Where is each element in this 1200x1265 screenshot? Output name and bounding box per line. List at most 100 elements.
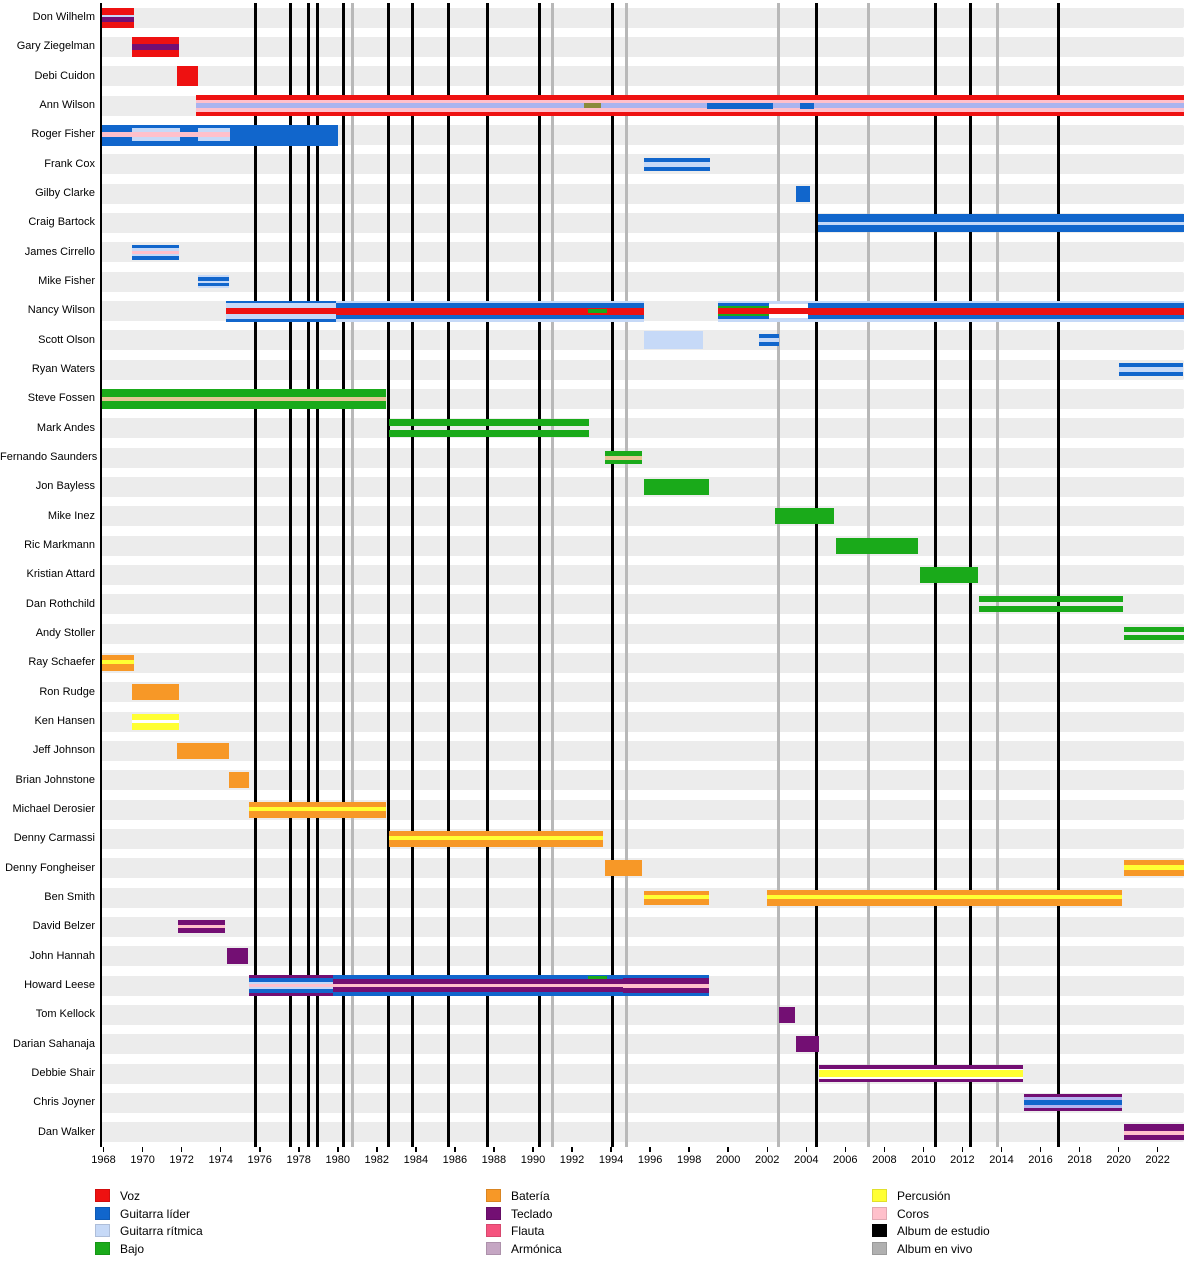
bar-layer	[808, 307, 1184, 315]
bar-layer	[706, 102, 774, 109]
axis-tick	[649, 1146, 651, 1152]
legend-label: Coros	[897, 1206, 930, 1221]
row-label: Nancy Wilson	[27, 304, 95, 317]
axis-tick	[1000, 1146, 1003, 1152]
axis-tick	[1156, 1146, 1159, 1152]
row-strip	[101, 418, 1184, 439]
bar-layer	[769, 300, 809, 304]
bar-layer	[644, 157, 710, 162]
member-bar	[176, 66, 199, 87]
bar-layer	[1023, 1105, 1123, 1109]
album-line-studio	[446, 3, 450, 1147]
member-bar	[226, 948, 248, 965]
member-bar	[818, 214, 1184, 232]
album-line-studio	[411, 3, 415, 1147]
member-bar	[587, 309, 608, 313]
row-label: Dan Rothchild	[25, 597, 95, 610]
bar-layer	[225, 319, 336, 322]
member-bar	[605, 451, 643, 465]
bar-layer	[131, 250, 179, 254]
row-label: Craig Bartock	[28, 216, 95, 229]
row-strip	[101, 242, 1184, 263]
row-label: Mike Fisher	[38, 275, 95, 287]
bar-layer	[767, 889, 1123, 895]
bar-layer	[198, 285, 230, 289]
bar-layer	[808, 319, 1184, 322]
bar-layer	[622, 987, 709, 993]
member-bar	[644, 331, 703, 350]
legend-item: Percusión	[872, 1188, 1092, 1203]
member-bar	[1123, 1124, 1184, 1141]
axis-tick-label: 1974	[208, 1153, 233, 1166]
bar-layer	[101, 389, 386, 397]
bar-layer	[819, 1078, 1023, 1082]
axis-tick	[376, 1146, 378, 1152]
bar-layer	[605, 455, 643, 460]
member-bar	[919, 566, 979, 583]
member-bar	[198, 275, 230, 289]
axis-tick	[805, 1146, 807, 1152]
row-strip	[101, 652, 1184, 673]
bar-layer	[101, 17, 134, 22]
row-label: Steve Fossen	[27, 392, 95, 405]
member-bar	[587, 976, 608, 980]
bar-layer	[335, 300, 645, 303]
row-label: Mike Inez	[47, 509, 95, 522]
bar-layer	[795, 185, 811, 202]
row-label: Denny Carmassi	[13, 832, 95, 845]
row-label: Gary Ziegelman	[16, 40, 95, 53]
row-label: Denny Fongheiser	[5, 861, 95, 874]
legend-swatch	[95, 1189, 110, 1202]
bar-layer	[818, 224, 1184, 232]
bar-layer	[101, 21, 134, 28]
legend-item: Armónica	[486, 1241, 706, 1256]
row-strip	[101, 740, 1184, 761]
bar-layer	[176, 66, 199, 87]
bar-layer	[1123, 1124, 1184, 1132]
member-bar	[198, 127, 231, 141]
bar-layer	[718, 308, 770, 314]
bar-layer	[101, 654, 134, 660]
bar-layer	[644, 331, 703, 350]
member-bar	[249, 801, 386, 818]
bar-layer	[767, 899, 1123, 906]
member-bar	[778, 1006, 796, 1023]
axis-tick	[454, 1146, 456, 1152]
bar-layer	[177, 928, 226, 934]
member-bar	[759, 334, 779, 347]
member-bar	[332, 975, 623, 997]
bar-layer	[644, 161, 710, 167]
row-label: Gilby Clarke	[35, 187, 95, 199]
row-strip	[101, 916, 1184, 937]
axis-tick-label: 2002	[754, 1153, 780, 1166]
bar-layer	[230, 124, 338, 146]
row-label: David Belzer	[32, 920, 95, 933]
y-axis-line	[100, 3, 102, 1147]
row-label: Chris Joyner	[33, 1096, 95, 1109]
member-bar	[819, 1065, 1023, 1082]
bar-layer	[225, 308, 336, 314]
member-bar	[131, 37, 179, 57]
album-line-studio	[288, 3, 292, 1147]
member-bar	[769, 300, 809, 322]
bar-layer	[332, 987, 623, 992]
member-bar	[808, 300, 1184, 322]
member-bar	[131, 127, 180, 141]
bar-layer	[198, 277, 230, 281]
row-strip	[101, 564, 1184, 585]
member-bar	[101, 389, 386, 409]
bar-layer	[979, 596, 1123, 603]
member-bar	[1023, 1094, 1123, 1112]
bar-layer	[818, 221, 1184, 225]
bar-layer	[131, 256, 179, 260]
album-line-studio	[315, 3, 319, 1147]
row-strip	[101, 623, 1184, 644]
bar-layer	[388, 419, 589, 427]
legend-swatch	[95, 1224, 110, 1237]
axis-tick	[1078, 1146, 1081, 1152]
bar-layer	[718, 316, 770, 319]
member-bar	[177, 920, 226, 934]
bar-layer	[249, 989, 333, 993]
axis-tick-label: 2018	[1067, 1153, 1092, 1166]
